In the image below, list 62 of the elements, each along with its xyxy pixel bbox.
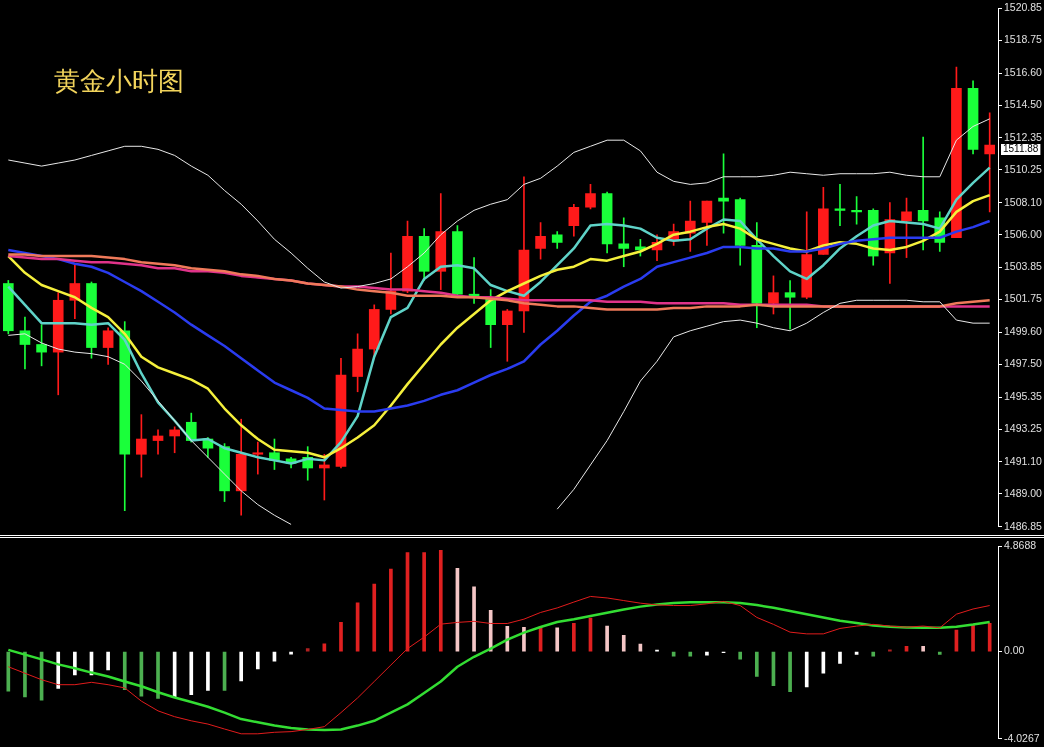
candlestick [784,280,796,330]
y-tick-label: 1499.60 [1004,325,1043,338]
y-tick-label: 1493.25 [1004,422,1043,435]
bar [621,635,626,652]
y-tick-label: 1497.50 [1004,357,1043,370]
text: 1511.88 [1003,143,1039,155]
bar [23,651,27,698]
bar [871,651,876,657]
bar [472,586,476,652]
y-tick-label: 1516.60 [1004,65,1043,78]
candlestick [252,441,264,475]
y-tick-label: 1510.25 [1004,162,1043,175]
bar [921,646,925,652]
y-tick-label: 1495.35 [1004,389,1043,402]
bar [372,583,377,652]
candlestick [834,184,846,226]
bar [572,622,576,652]
bar [971,624,975,652]
y-tick-label: 1491.10 [1004,454,1043,467]
bar [987,622,992,652]
y-tick-label: 4.8688 [1004,539,1037,552]
bar [339,622,343,652]
bar [688,651,693,657]
bar [705,651,709,656]
bar [738,651,743,660]
bar [255,651,260,670]
y-tick-label: 1518.75 [1004,33,1043,46]
y-tick-label: 0.00 [1004,644,1025,657]
y-tick-label: 1489.00 [1004,486,1043,499]
y-tick-label: 1512.35 [1004,130,1043,143]
bar [189,651,194,695]
bar [788,651,792,692]
bar [289,651,293,655]
y-tick-label: 1508.10 [1004,195,1043,208]
bar [488,609,493,652]
y-tick-label: 1503.85 [1004,260,1043,273]
bar [56,651,61,689]
bar [122,651,127,690]
y-tick-label: 1514.50 [1004,98,1043,111]
bar [206,651,210,691]
y-tick-label: 1486.85 [1004,519,1043,532]
candlestick [917,136,929,251]
bar [937,651,942,655]
bar [555,627,560,652]
text: 黄金小时图 [54,66,184,97]
bar [156,651,160,699]
y-tick-label: 1520.85 [1004,1,1043,14]
y-tick-label: 1501.75 [1004,292,1043,305]
bar [305,648,310,652]
bar [239,651,244,682]
y-tick-label: -4.0267 [1004,731,1040,744]
bar [838,651,842,664]
bar [389,568,393,652]
y-tick-label: 1506.00 [1004,227,1043,240]
bar [804,651,809,688]
candlestick [501,309,513,362]
bar [6,651,11,692]
bar [754,651,759,677]
candlestick [984,112,996,213]
candlestick [618,217,630,268]
bar [106,651,110,671]
bar [605,625,609,652]
